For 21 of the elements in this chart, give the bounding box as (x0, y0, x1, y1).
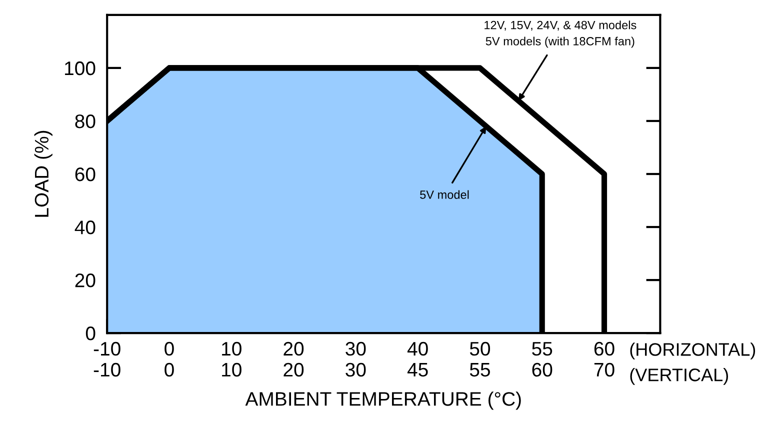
y-tick-label: 80 (75, 114, 96, 128)
series-label: 5V model (420, 190, 469, 199)
x-tick-label: 60 70 (594, 342, 614, 377)
y-tick-label: 60 (75, 167, 96, 182)
text: (HORIZONTAL) (630, 342, 756, 360)
x-tick-label: 55 60 (532, 342, 552, 377)
y-tick-label: 40 (74, 220, 96, 234)
x-tick-label: 40 45 (407, 342, 428, 377)
x-tick-label: 30 30 (346, 342, 366, 377)
y-axis-title: LOAD (%) (34, 130, 52, 217)
y-tick-label: 100 (65, 61, 96, 76)
y-tick-label: 20 (75, 274, 96, 288)
x-tick-label: 50 55 (470, 342, 490, 377)
x-tick-label: 10 10 (222, 342, 242, 377)
series-label: 12V, 15V, 24V, & 48V models 5V models (with 18CFM fan) (484, 20, 636, 48)
y-tick-label: 0 (86, 326, 96, 340)
x-tick-label: 20 20 (284, 342, 304, 377)
x-axis-title: AMBIENT TEMPERATURE (°C) (245, 392, 521, 410)
x-tick-label: 0 0 (164, 342, 174, 377)
text: (VERTICAL) (630, 368, 728, 385)
x-tick-label: -10 -10 (94, 342, 120, 377)
